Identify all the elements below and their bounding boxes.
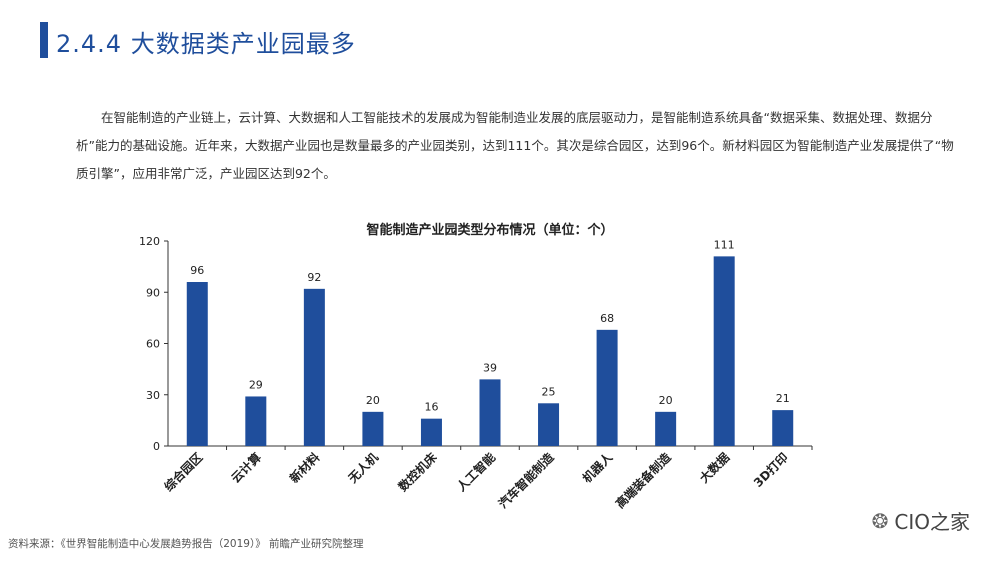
watermark-text: CIO之家 bbox=[894, 510, 970, 534]
data-label: 20 bbox=[366, 394, 380, 407]
source-note: 资料来源：《世界智能制造中心发展趋势报告（2019）》 前瞻产业研究院整理 bbox=[8, 538, 364, 550]
bar bbox=[479, 379, 501, 446]
chart-title: 智能制造产业园类型分布情况（单位：个） bbox=[366, 222, 613, 238]
x-tick-label: 综合园区 bbox=[161, 450, 206, 495]
x-tick-label: 汽车智能制造 bbox=[495, 449, 557, 511]
x-tick-label: 人工智能 bbox=[454, 450, 499, 495]
data-label: 29 bbox=[249, 378, 263, 391]
x-tick-label: 云计算 bbox=[228, 450, 264, 486]
data-label: 68 bbox=[600, 312, 614, 325]
x-tick-label: 3D打印 bbox=[750, 450, 791, 491]
y-tick-label: 90 bbox=[146, 286, 160, 299]
x-tick-label: 数控机床 bbox=[395, 449, 440, 494]
data-label: 21 bbox=[776, 392, 790, 405]
bar bbox=[303, 288, 325, 446]
bar bbox=[538, 403, 560, 446]
bar bbox=[362, 411, 384, 446]
x-tick-label: 大数据 bbox=[696, 450, 732, 486]
data-label: 39 bbox=[483, 361, 497, 374]
y-tick-label: 60 bbox=[146, 338, 160, 351]
data-label: 96 bbox=[190, 264, 204, 277]
section-title: 2.4.4 大数据类产业园最多 bbox=[56, 30, 356, 58]
bar bbox=[596, 329, 618, 446]
data-label: 111 bbox=[714, 238, 735, 251]
bar bbox=[772, 410, 794, 446]
data-label: 20 bbox=[659, 394, 673, 407]
x-tick-label: 无人机 bbox=[344, 450, 381, 487]
x-tick-label: 高端装备制造 bbox=[612, 449, 674, 511]
data-label: 92 bbox=[307, 271, 321, 284]
y-tick-label: 30 bbox=[146, 389, 160, 402]
data-label: 16 bbox=[424, 401, 438, 414]
wechat-icon: ❂ bbox=[871, 508, 889, 533]
bar bbox=[245, 396, 267, 446]
bar bbox=[186, 282, 208, 446]
intro-paragraph: 在智能制造的产业链上，云计算、大数据和人工智能技术的发展成为智能制造业发展的底层… bbox=[76, 110, 954, 181]
title-accent-bar bbox=[40, 22, 48, 58]
y-tick-label: 0 bbox=[153, 440, 160, 453]
x-tick-label: 机器人 bbox=[579, 449, 616, 486]
bar bbox=[655, 411, 677, 446]
y-tick-label: 120 bbox=[139, 235, 160, 248]
x-tick-label: 新材料 bbox=[286, 450, 322, 486]
watermark: ❂ CIO之家 bbox=[872, 506, 970, 535]
data-label: 25 bbox=[542, 385, 556, 398]
bar bbox=[713, 256, 735, 446]
bar bbox=[420, 418, 442, 446]
